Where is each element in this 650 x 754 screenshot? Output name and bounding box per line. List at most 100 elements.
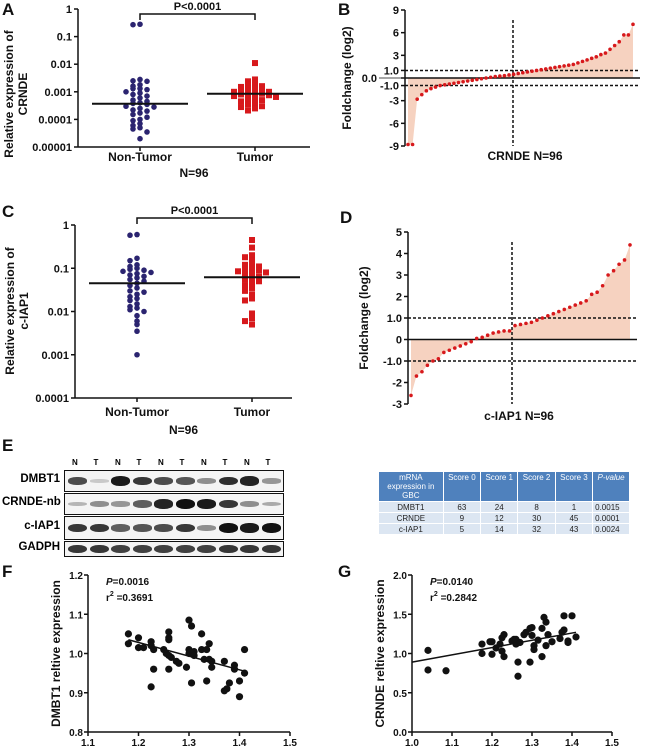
- data-point: [249, 265, 255, 272]
- data-point: [539, 67, 543, 72]
- cell: 0.0001: [593, 513, 629, 523]
- y-tick-label: -3: [392, 399, 402, 411]
- y-tick-label: 6: [393, 28, 399, 40]
- data-point: [231, 88, 237, 95]
- data-point: [249, 280, 255, 287]
- y-tick-label: -6: [389, 118, 399, 130]
- data-point: [249, 315, 255, 322]
- x-tick-label: 1.1: [445, 738, 459, 749]
- data-point: [479, 76, 484, 81]
- data-point: [249, 295, 255, 302]
- p-label: P: [430, 577, 437, 588]
- data-point: [252, 84, 258, 91]
- data-point: [252, 76, 258, 83]
- data-point: [238, 104, 244, 111]
- data-point: [442, 350, 446, 355]
- data-point: [628, 243, 632, 247]
- y-tick-label: 0.8: [69, 728, 83, 739]
- data-point: [120, 268, 126, 275]
- data-point: [245, 85, 251, 92]
- data-point: [447, 348, 452, 353]
- cell: 8: [518, 502, 555, 512]
- protein-band: [261, 523, 281, 533]
- header-score1: Score 1: [481, 472, 518, 501]
- data-point: [560, 626, 568, 634]
- y-tick-label: 1.2: [69, 571, 83, 582]
- data-point: [546, 314, 550, 318]
- protein-band: [197, 478, 216, 484]
- data-point: [567, 305, 572, 310]
- data-point: [611, 268, 616, 273]
- data-point: [513, 323, 517, 328]
- data-point: [424, 89, 429, 93]
- data-point: [425, 363, 430, 368]
- protein-band: [240, 544, 259, 554]
- y-tick-label: -3: [389, 96, 399, 108]
- protein-band: [89, 544, 109, 554]
- data-point: [424, 666, 432, 674]
- protein-band: [132, 500, 152, 508]
- blot-row-label: DMBT1: [20, 473, 60, 485]
- data-point: [542, 618, 550, 626]
- data-point: [187, 679, 196, 687]
- data-point: [141, 289, 147, 295]
- protein-band: [111, 544, 130, 554]
- data-point: [603, 51, 608, 55]
- header-score2: Score 2: [518, 472, 555, 501]
- data-point: [560, 612, 568, 620]
- data-point: [576, 61, 580, 65]
- protein-band: [218, 544, 238, 554]
- data-point: [130, 111, 136, 118]
- protein-band: [89, 479, 109, 483]
- data-point: [198, 630, 206, 638]
- panel-label-a: A: [2, 0, 15, 19]
- data-point: [167, 653, 175, 662]
- data-point: [252, 105, 258, 112]
- data-point: [127, 257, 133, 264]
- regression-line: [411, 631, 577, 663]
- protein-band: [132, 476, 152, 486]
- data-point: [134, 265, 140, 272]
- data-point: [530, 69, 534, 73]
- data-point: [185, 616, 193, 624]
- data-point: [595, 290, 599, 295]
- y-axis-title: Relative expression ofc-IAP1: [3, 246, 31, 374]
- data-point: [124, 640, 132, 648]
- data-point: [266, 92, 272, 99]
- data-point: [151, 104, 157, 110]
- data-point: [463, 342, 468, 346]
- data-point: [130, 91, 136, 98]
- x-tick-label: Non-Tumor: [105, 405, 169, 419]
- r2-label: r: [106, 593, 110, 604]
- y-tick-label: 1.1: [69, 610, 83, 621]
- x-tick-label: 1.3: [182, 738, 196, 749]
- y-tick-label: 1: [66, 4, 72, 16]
- protein-band: [154, 477, 173, 485]
- data-point: [491, 331, 495, 335]
- data-point: [548, 66, 553, 70]
- y-tick-label: 3: [393, 50, 399, 62]
- panel-label-b: B: [338, 0, 351, 19]
- data-point: [141, 273, 147, 280]
- protein-band: [68, 501, 87, 507]
- protein-band: [154, 499, 173, 509]
- data-point: [502, 73, 507, 78]
- data-point: [242, 276, 248, 283]
- data-point: [249, 291, 255, 298]
- data-point: [187, 622, 196, 630]
- r2-label: r: [430, 593, 434, 604]
- protein-band: [218, 476, 238, 486]
- data-point: [137, 105, 143, 112]
- data-point: [551, 311, 556, 316]
- y-tick-label: 0.1: [57, 32, 72, 44]
- data-point: [415, 97, 419, 101]
- data-point: [617, 262, 621, 267]
- protein-band: [197, 525, 216, 531]
- x-tick-label: 1.0: [405, 738, 419, 749]
- data-point: [242, 297, 248, 304]
- data-point: [514, 672, 522, 680]
- data-point: [134, 321, 140, 328]
- data-point: [259, 103, 265, 110]
- y-tick-label: 1.0: [384, 65, 399, 77]
